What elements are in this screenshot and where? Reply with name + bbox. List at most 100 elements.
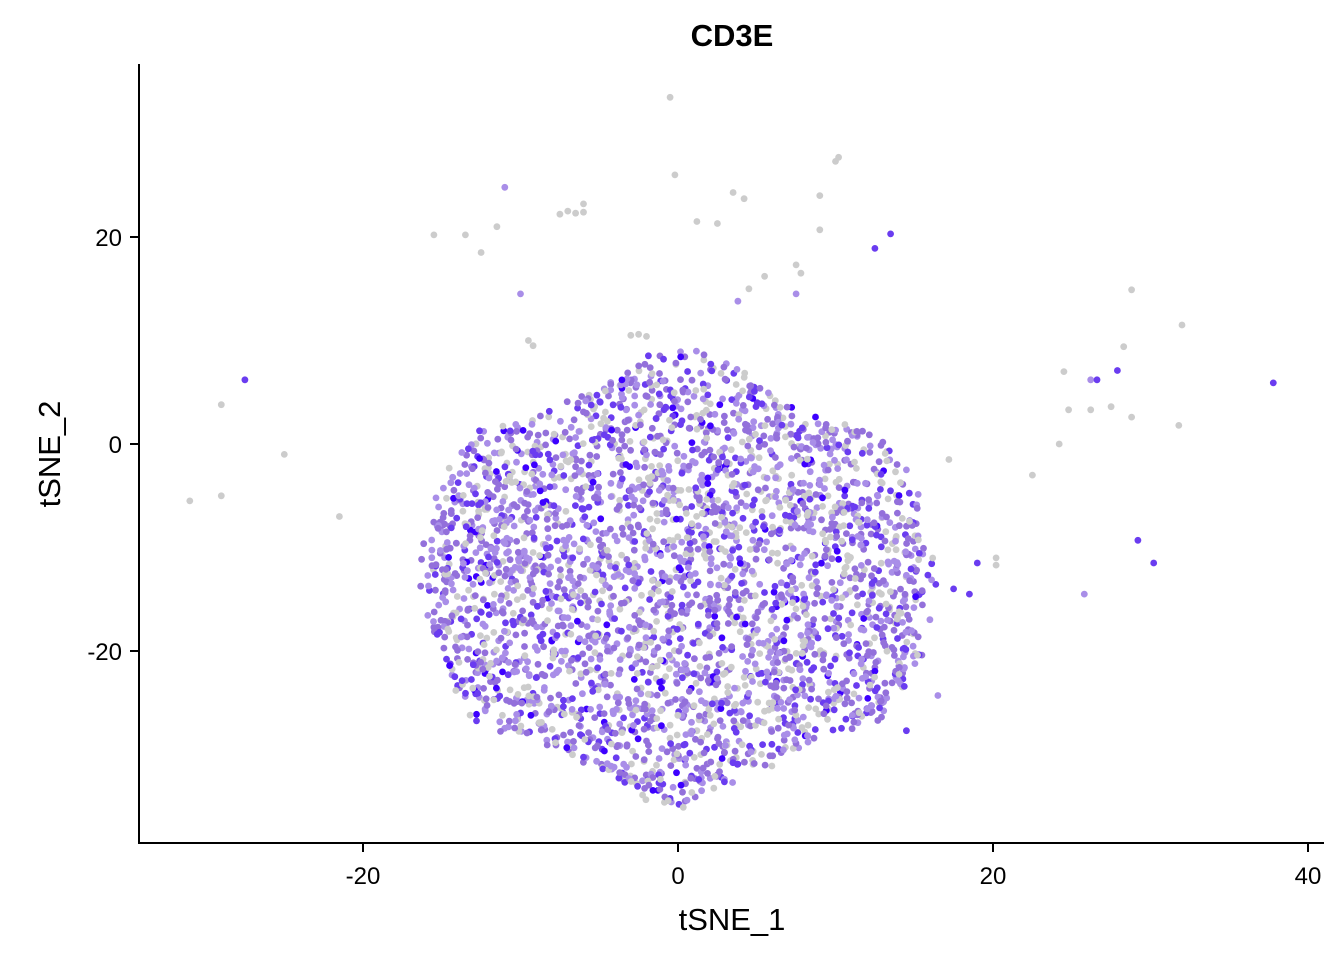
cell-point [491,517,499,524]
cell-point [748,567,756,575]
cell-point [675,564,683,572]
cell-point [690,582,698,589]
cell-point [522,464,530,472]
cell-point [581,660,589,668]
cell-point [825,688,832,696]
cell-point [511,724,519,732]
cell-point [812,561,820,569]
cell-point [766,752,774,760]
cell-point [534,431,542,439]
cell-point [543,515,551,523]
cell-point [877,471,885,478]
cell-point [721,749,728,756]
cell-point [814,420,822,428]
cell-point [682,755,690,762]
cell-point [847,621,855,629]
cell-point [652,415,660,422]
cell-point [635,476,643,484]
cell-point [719,453,726,461]
cell-point [894,635,901,642]
cell-point [690,640,698,647]
cell-point [520,548,528,556]
cell-point [776,404,784,411]
cell-point [493,559,501,566]
cell-point [870,565,878,572]
cell-point [445,554,452,561]
cell-point [706,548,714,555]
cell-point [742,502,750,510]
cell-point [772,474,779,482]
cell-point [875,604,883,612]
cell-point [585,461,593,469]
cell-point [557,595,565,603]
cell-point [748,620,756,628]
cell-point [599,765,607,773]
cell-point [634,735,642,743]
cell-point [862,673,869,680]
cell-point [428,536,436,544]
cell-point [602,408,609,416]
cell-point [893,559,901,566]
cell-point [746,546,754,553]
cell-point [768,549,776,557]
cell-point [464,567,471,575]
cell-point [484,602,491,609]
cell-point [464,605,472,613]
cell-point [992,561,1000,569]
cell-point [898,515,906,522]
cell-point [908,627,915,634]
cell-point [497,578,505,585]
cell-point [457,615,465,623]
cell-point [771,636,779,643]
cell-point [571,472,579,479]
cell-point [530,585,537,592]
cell-point [759,640,767,647]
cell-point [655,487,663,494]
cell-point [589,615,596,623]
cell-point [762,497,769,505]
cell-point [596,398,604,405]
cell-point [825,669,832,677]
cell-point [625,568,633,576]
cell-point [850,690,858,698]
cell-point [569,577,577,585]
cell-point [669,404,677,412]
cell-point [579,650,587,658]
cell-point [648,707,656,715]
cell-point [697,416,704,423]
cell-point [705,612,712,619]
cell-point [564,207,572,215]
cell-point [782,624,790,631]
cell-point [926,616,934,624]
cell-point [574,442,582,450]
cell-point [761,761,769,769]
cell-point [452,539,460,547]
cell-point [499,498,507,505]
cell-point [707,580,714,588]
cell-point [476,455,483,462]
chart-title: CD3E [691,18,774,53]
cell-point [544,551,552,559]
cell-point [820,710,828,718]
cell-point [478,527,486,535]
cell-point [653,761,660,769]
cell-point [598,728,606,736]
cell-point [623,556,631,563]
cell-point [707,555,715,562]
cell-point [783,560,790,568]
cell-point [745,393,753,401]
cell-point [882,528,890,536]
cell-point [744,442,752,450]
cell-point [854,518,862,526]
cell-point [733,504,741,512]
cell-point [578,457,585,465]
cell-point [782,496,790,504]
cell-point [720,560,728,568]
cell-point [641,705,649,713]
cell-point [653,691,661,699]
cell-point [792,650,800,657]
cell-point [492,478,499,485]
cell-point [865,597,873,605]
cell-point [796,456,804,464]
cell-point [562,542,569,550]
